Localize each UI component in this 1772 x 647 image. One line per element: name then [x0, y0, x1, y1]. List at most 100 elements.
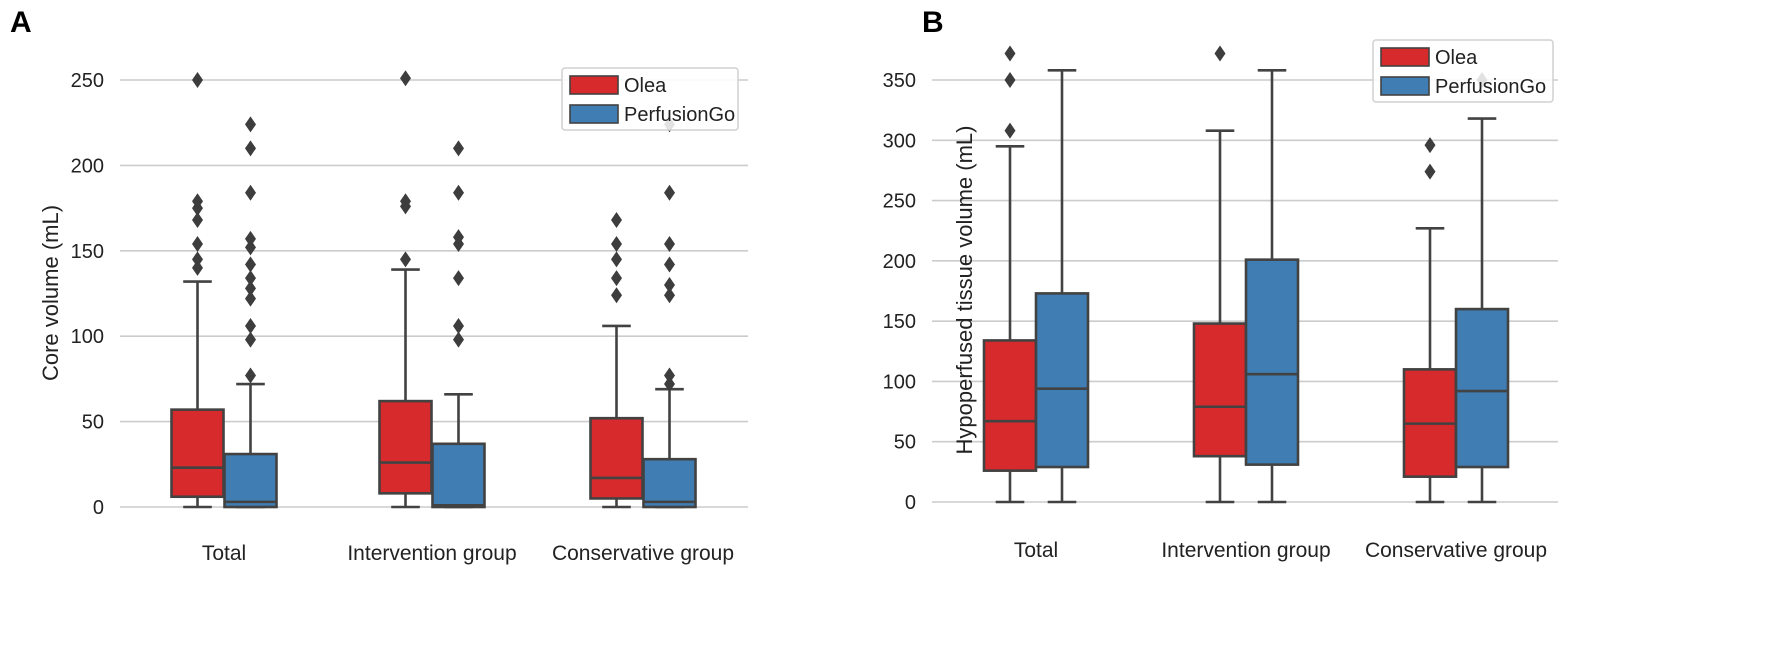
box-olea-conservative-group	[589, 212, 644, 509]
box-iqr	[1454, 307, 1510, 469]
outlier-marker	[1424, 163, 1436, 180]
box-iqr	[642, 457, 697, 509]
y-tick-label: 50	[894, 432, 916, 454]
box-perfusiongo-total	[223, 116, 278, 509]
outlier-marker	[245, 230, 256, 247]
outlier-marker	[245, 116, 256, 133]
box-iqr	[589, 416, 644, 500]
outlier-marker	[1004, 72, 1016, 88]
outlier-marker	[245, 239, 256, 256]
y-tick-label: 250	[71, 70, 104, 92]
x-category-label: Intervention group	[347, 542, 516, 565]
box-iqr	[1034, 292, 1090, 469]
legend-swatch-olea	[569, 75, 619, 95]
y-tick-label: 0	[93, 497, 104, 519]
legend-label-olea: Olea	[1435, 47, 1478, 69]
box-iqr	[1192, 322, 1248, 458]
box-iqr	[982, 339, 1038, 472]
legend-label-olea: Olea	[624, 75, 667, 97]
outlier-marker	[453, 270, 464, 287]
outlier-marker	[192, 259, 203, 276]
y-tick-label: 250	[883, 191, 916, 213]
outlier-marker	[664, 376, 675, 393]
x-category-label: Conservative group	[1365, 539, 1547, 562]
box-perfusiongo-total	[1034, 69, 1090, 504]
outlier-marker	[245, 184, 256, 201]
box-iqr	[378, 399, 433, 495]
outlier-marker	[453, 317, 464, 334]
panel-b-y-axis-label: Hypoperfused tissue volume (mL)	[952, 126, 977, 455]
outlier-marker	[245, 280, 256, 297]
outlier-marker	[453, 331, 464, 348]
box-iqr	[431, 442, 486, 509]
box-olea-intervention-group	[1192, 45, 1248, 504]
outlier-marker	[1004, 45, 1016, 62]
outlier-marker	[192, 212, 203, 229]
outlier-marker	[245, 331, 256, 348]
x-category-label: Conservative group	[552, 542, 734, 565]
panel-b-legend: Olea PerfusionGo	[1372, 39, 1554, 103]
outlier-marker	[245, 140, 256, 157]
legend-swatch-perfusiongo	[1380, 76, 1430, 96]
box-olea-conservative-group	[1402, 137, 1458, 504]
box-iqr	[223, 452, 278, 509]
x-category-label: Intervention group	[1161, 539, 1330, 562]
box-perfusiongo-conservative-group	[1454, 72, 1510, 504]
outlier-marker	[611, 235, 622, 252]
outlier-marker	[245, 367, 256, 384]
outlier-marker	[664, 184, 675, 201]
outlier-marker	[400, 251, 411, 268]
panel-a-letter: A	[10, 6, 32, 39]
panel-a-legend: Olea PerfusionGo	[561, 67, 739, 131]
outlier-marker	[611, 287, 622, 304]
outlier-marker	[664, 256, 675, 273]
y-tick-label: 100	[71, 326, 104, 348]
y-tick-label: 150	[71, 241, 104, 263]
y-tick-label: 0	[905, 492, 916, 514]
outlier-marker	[192, 72, 203, 88]
box-olea-total	[170, 72, 225, 509]
x-category-label: Total	[1014, 539, 1058, 562]
outlier-marker	[664, 287, 675, 304]
outlier-marker	[453, 184, 464, 201]
outlier-marker	[1214, 45, 1226, 62]
panel-b-letter: B	[922, 6, 944, 39]
outlier-marker	[192, 235, 203, 252]
outlier-marker	[400, 70, 411, 87]
y-tick-label: 200	[71, 155, 104, 177]
outlier-marker	[1004, 122, 1016, 139]
outlier-marker	[664, 235, 675, 252]
outlier-marker	[245, 270, 256, 287]
outlier-marker	[453, 229, 464, 246]
outlier-marker	[664, 276, 675, 293]
panel-b-chart: B 0 50 100 150 200 250 300 350 Hypoperfused tis…	[883, 6, 1558, 562]
y-tick-label: 300	[883, 130, 916, 152]
outlier-marker	[611, 251, 622, 268]
outlier-marker	[664, 367, 675, 384]
legend-swatch-olea	[1380, 47, 1430, 67]
outlier-marker	[192, 193, 203, 210]
legend-label-perfusiongo: PerfusionGo	[1435, 76, 1546, 98]
outlier-marker	[611, 212, 622, 229]
box-olea-total	[982, 45, 1038, 504]
legend-swatch-perfusiongo	[569, 104, 619, 124]
y-tick-label: 50	[82, 412, 104, 434]
outlier-marker	[245, 256, 256, 273]
outlier-marker	[453, 140, 464, 157]
outlier-marker	[245, 290, 256, 307]
outlier-marker	[245, 317, 256, 334]
y-tick-label: 350	[883, 70, 916, 92]
y-tick-label: 150	[883, 311, 916, 333]
box-olea-intervention-group	[378, 70, 433, 509]
box-iqr	[1244, 258, 1300, 466]
box-perfusiongo-intervention-group	[431, 140, 486, 509]
panel-a-chart: A 0 50 100 150 200 250 Core volume (mL) Total…	[10, 6, 748, 565]
y-tick-label: 100	[883, 371, 916, 393]
outlier-marker	[400, 193, 411, 210]
outlier-marker	[192, 251, 203, 268]
box-perfusiongo-intervention-group	[1244, 69, 1300, 504]
panel-a-y-axis-label: Core volume (mL)	[38, 205, 63, 381]
outlier-marker	[611, 270, 622, 287]
outlier-marker	[1424, 137, 1436, 154]
